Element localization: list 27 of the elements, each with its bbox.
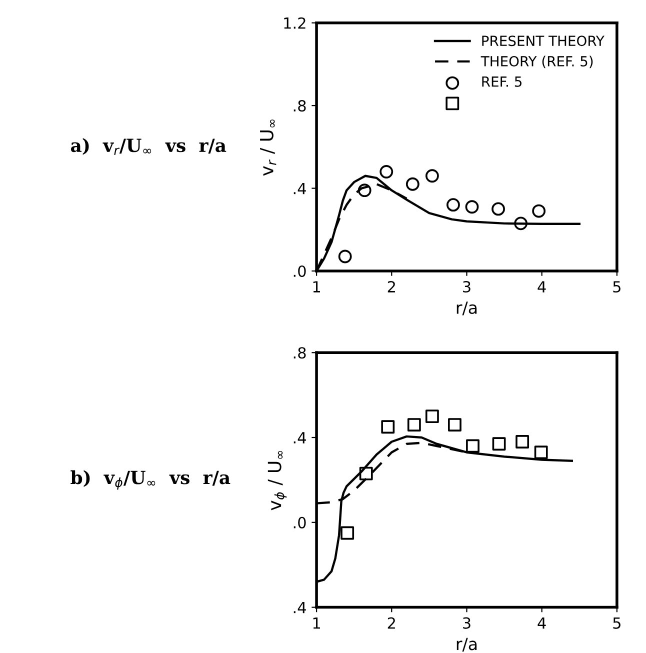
x-tick-label: 3	[463, 617, 470, 629]
y-tick-label: .8	[294, 100, 306, 112]
x-tick-label: 2	[388, 280, 395, 292]
y-tick-label: .0	[294, 265, 306, 278]
x-tick-label: 1	[313, 281, 320, 292]
legend-label: REF. 5	[482, 76, 522, 87]
y-tick-label: 1.2	[284, 17, 306, 29]
x-tick-label: 5	[613, 281, 620, 293]
x-tick-label: 1	[313, 617, 320, 629]
y-tick-label: .4	[294, 602, 306, 614]
x-tick-label: 2	[388, 617, 395, 629]
x-tick-label: 4	[538, 617, 546, 629]
x-tick-label: 5	[613, 617, 620, 629]
legend-label: PRESENT THEORY	[482, 36, 604, 46]
x-tick-label: 3	[463, 280, 470, 293]
y-tick-label: .0	[294, 516, 306, 528]
y-axis-title: v$_{ϕ}$ / U$_{∞}$	[268, 451, 287, 510]
text: b) v$_{ϕ}$/U$_{∞}$ vs r/a	[70, 470, 230, 490]
legend-label: THEORY (REF. 5)	[480, 56, 593, 68]
x-tick-label: 4	[538, 281, 546, 292]
x-axis-title: r/a	[456, 302, 477, 316]
y-tick-label: .4	[294, 182, 306, 194]
y-tick-label: .8	[294, 347, 306, 359]
y-tick-label: .4	[294, 432, 306, 444]
text: a) v$_{r}$/U$_{∞}$ vs r/a	[70, 138, 226, 155]
y-axis-title: v$_{r}$ / U$_{∞}$	[260, 120, 276, 176]
x-axis-title: r/a	[456, 638, 477, 652]
